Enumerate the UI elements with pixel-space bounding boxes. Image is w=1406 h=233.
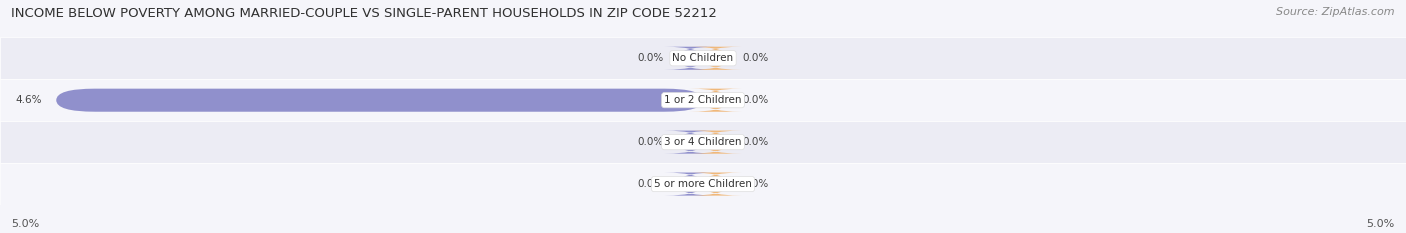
Bar xyxy=(0,121,1406,163)
Text: No Children: No Children xyxy=(672,53,734,63)
FancyBboxPatch shape xyxy=(56,89,703,112)
Bar xyxy=(0,79,1406,121)
FancyBboxPatch shape xyxy=(665,131,716,154)
FancyBboxPatch shape xyxy=(690,89,742,112)
FancyBboxPatch shape xyxy=(690,47,742,70)
Text: 5.0%: 5.0% xyxy=(11,219,39,229)
Text: 0.0%: 0.0% xyxy=(742,179,769,189)
Text: 0.0%: 0.0% xyxy=(637,53,664,63)
Bar xyxy=(0,79,1406,121)
Text: INCOME BELOW POVERTY AMONG MARRIED-COUPLE VS SINGLE-PARENT HOUSEHOLDS IN ZIP COD: INCOME BELOW POVERTY AMONG MARRIED-COUPL… xyxy=(11,7,717,20)
FancyBboxPatch shape xyxy=(665,47,716,70)
FancyBboxPatch shape xyxy=(690,131,742,154)
Bar xyxy=(0,37,1406,79)
Text: 5 or more Children: 5 or more Children xyxy=(654,179,752,189)
Text: 5.0%: 5.0% xyxy=(1367,219,1395,229)
Text: 1 or 2 Children: 1 or 2 Children xyxy=(664,95,742,105)
Text: 0.0%: 0.0% xyxy=(742,95,769,105)
Text: 0.0%: 0.0% xyxy=(637,137,664,147)
Bar xyxy=(0,163,1406,205)
Text: 0.0%: 0.0% xyxy=(637,179,664,189)
Bar xyxy=(0,37,1406,79)
Text: 3 or 4 Children: 3 or 4 Children xyxy=(664,137,742,147)
Text: Source: ZipAtlas.com: Source: ZipAtlas.com xyxy=(1277,7,1395,17)
Bar xyxy=(0,163,1406,205)
Text: 4.6%: 4.6% xyxy=(15,95,42,105)
Text: 0.0%: 0.0% xyxy=(742,137,769,147)
FancyBboxPatch shape xyxy=(690,172,742,196)
FancyBboxPatch shape xyxy=(665,172,716,196)
Bar xyxy=(0,121,1406,163)
Text: 0.0%: 0.0% xyxy=(742,53,769,63)
